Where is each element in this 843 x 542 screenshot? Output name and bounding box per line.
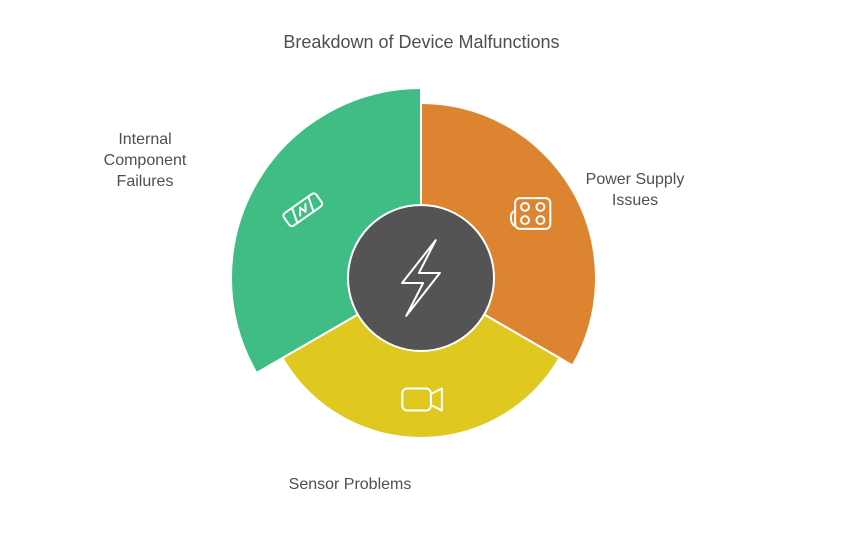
hub-circle [348,205,494,351]
radial-chart [0,0,843,542]
label-sensor: Sensor Problems [270,475,430,496]
label-component: InternalComponentFailures [65,130,225,192]
label-power: Power SupplyIssues [555,170,715,212]
chart-hub [348,205,494,351]
